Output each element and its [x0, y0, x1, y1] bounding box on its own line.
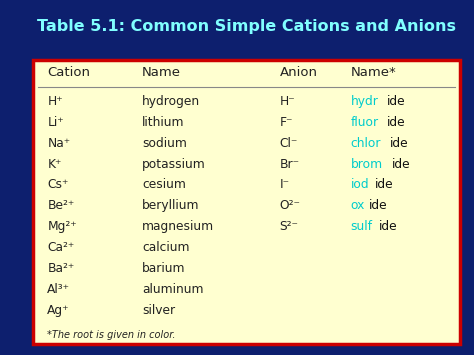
Text: sulf: sulf [351, 220, 373, 233]
Text: ide: ide [375, 179, 393, 191]
Text: Table 5.1: Common Simple Cations and Anions: Table 5.1: Common Simple Cations and Ani… [37, 19, 456, 34]
Text: ide: ide [392, 158, 411, 170]
FancyBboxPatch shape [33, 60, 460, 344]
Text: aluminum: aluminum [142, 283, 204, 296]
Text: fluor: fluor [351, 116, 379, 129]
Text: Anion: Anion [280, 66, 318, 79]
Text: silver: silver [142, 304, 175, 317]
Text: sodium: sodium [142, 137, 187, 149]
Text: Cs⁺: Cs⁺ [47, 179, 69, 191]
Text: H⁻: H⁻ [280, 95, 295, 108]
Text: Cation: Cation [47, 66, 91, 79]
Text: Be²⁺: Be²⁺ [47, 200, 74, 212]
Text: chlor: chlor [351, 137, 381, 149]
Text: K⁺: K⁺ [47, 158, 62, 170]
Text: Cl⁻: Cl⁻ [280, 137, 298, 149]
Text: O²⁻: O²⁻ [280, 200, 301, 212]
Text: hydr: hydr [351, 95, 379, 108]
Text: magnesium: magnesium [142, 220, 214, 233]
Text: ide: ide [369, 200, 388, 212]
Text: Mg²⁺: Mg²⁺ [47, 220, 77, 233]
Text: brom: brom [351, 158, 383, 170]
Text: Ca²⁺: Ca²⁺ [47, 241, 74, 254]
Text: Br⁻: Br⁻ [280, 158, 300, 170]
Text: hydrogen: hydrogen [142, 95, 201, 108]
Text: H⁺: H⁺ [47, 95, 63, 108]
Text: Al³⁺: Al³⁺ [47, 283, 71, 296]
Text: F⁻: F⁻ [280, 116, 293, 129]
Text: Ag⁺: Ag⁺ [47, 304, 70, 317]
Text: calcium: calcium [142, 241, 190, 254]
Text: ox: ox [351, 200, 365, 212]
Text: lithium: lithium [142, 116, 185, 129]
Text: ide: ide [387, 116, 406, 129]
Text: Ba²⁺: Ba²⁺ [47, 262, 74, 275]
Text: potassium: potassium [142, 158, 206, 170]
Text: Li⁺: Li⁺ [47, 116, 64, 129]
Text: *The root is given in color.: *The root is given in color. [47, 331, 176, 340]
Text: ide: ide [387, 95, 405, 108]
Text: Name: Name [142, 66, 181, 79]
Text: ide: ide [390, 137, 409, 149]
Text: cesium: cesium [142, 179, 186, 191]
Text: beryllium: beryllium [142, 200, 200, 212]
Text: ide: ide [379, 220, 398, 233]
Text: I⁻: I⁻ [280, 179, 290, 191]
Text: iod: iod [351, 179, 369, 191]
Text: S²⁻: S²⁻ [280, 220, 299, 233]
Text: Na⁺: Na⁺ [47, 137, 71, 149]
Text: Name*: Name* [351, 66, 397, 79]
Text: barium: barium [142, 262, 186, 275]
